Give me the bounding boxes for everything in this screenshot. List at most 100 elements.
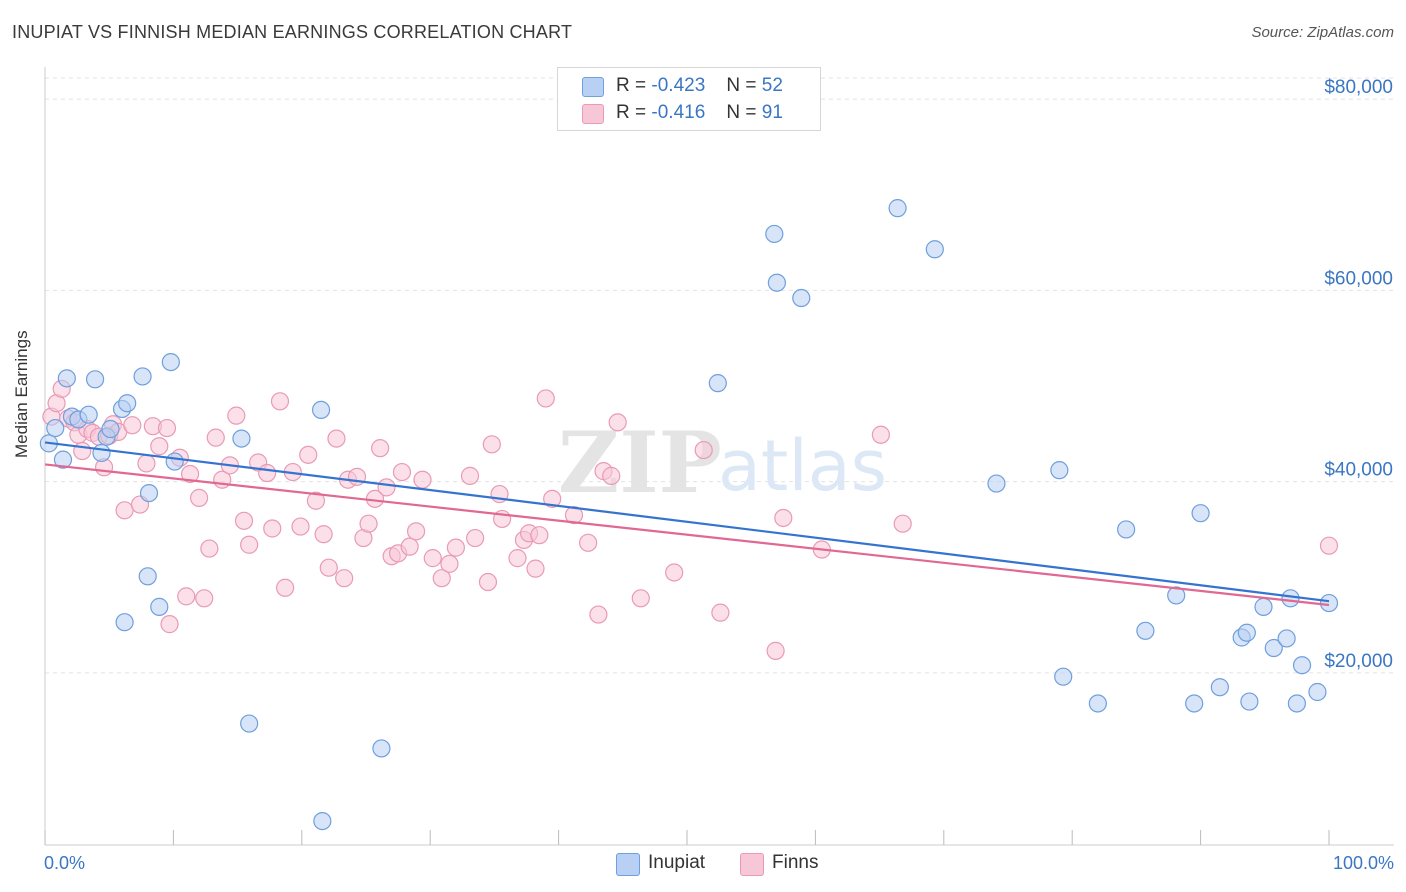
inupiat-point — [1292, 656, 1312, 675]
inupiat-point — [139, 484, 159, 503]
inupiat-point — [85, 370, 105, 389]
finns-point — [377, 478, 396, 497]
finns-point — [177, 587, 196, 606]
finns-swatch — [582, 104, 604, 124]
watermark-atlas: atlas — [718, 425, 887, 507]
inupiat-point — [101, 419, 120, 439]
y-tick-label: $20,000 — [1324, 651, 1393, 672]
finns-point — [432, 569, 451, 588]
finns-point — [180, 464, 200, 484]
inupiat-point — [1319, 593, 1339, 613]
finns-point — [227, 406, 246, 425]
inupiat-point — [57, 369, 76, 388]
inupiat-point — [313, 811, 332, 831]
inupiat-point — [1287, 694, 1307, 713]
inupiat-point — [1240, 692, 1259, 711]
inupiat-point — [53, 450, 73, 469]
finns-point — [530, 526, 549, 545]
finns-point — [543, 489, 562, 508]
finns-point — [508, 549, 527, 568]
finns-point — [871, 425, 890, 444]
finns-point — [482, 435, 501, 454]
finns-point — [579, 533, 598, 552]
finns-point — [406, 522, 426, 541]
watermark-zip: ZIP — [558, 413, 722, 512]
chart-title: INUPIAT VS FINNISH MEDIAN EARNINGS CORRE… — [12, 22, 573, 42]
finns-point — [123, 416, 142, 435]
inupiat-point — [133, 367, 152, 386]
finns-point — [665, 563, 684, 582]
inupiat-point — [1054, 667, 1073, 686]
bottom-legend-inupiat-label: Inupiat — [648, 852, 706, 873]
inupiat-r-label: R = — [616, 75, 647, 96]
finns-point — [460, 466, 480, 485]
finns-point — [711, 603, 730, 622]
inupiat-r-value: -0.423 — [651, 75, 706, 96]
finns-point — [536, 389, 555, 408]
finns-point — [466, 528, 485, 548]
inupiat-point — [118, 394, 137, 413]
finns-point — [291, 517, 310, 536]
finns-point — [694, 440, 713, 460]
finns-point — [314, 525, 333, 544]
finns-point — [195, 589, 214, 608]
finns-point — [157, 418, 177, 438]
finns-point — [359, 514, 378, 533]
inupiat-point — [240, 714, 259, 733]
x-tick-label-min: 0.0% — [44, 853, 85, 873]
x-axis-ticks — [44, 830, 1330, 845]
finns-trend-line — [44, 463, 1330, 607]
inupiat-point — [1210, 678, 1229, 697]
inupiat-point — [987, 474, 1006, 493]
finns-point — [327, 429, 346, 448]
finns-point — [371, 439, 390, 458]
inupiat-point — [1050, 461, 1069, 480]
inupiat-point — [1308, 682, 1327, 702]
inupiat-point — [92, 443, 111, 463]
finns-point — [240, 535, 259, 554]
inupiat-point — [311, 400, 331, 420]
finns-point — [631, 589, 650, 608]
finns-point — [137, 454, 156, 473]
finns-point — [589, 605, 608, 624]
finns-point — [1319, 536, 1339, 555]
inupiat-point — [1136, 621, 1155, 640]
trend-lines — [44, 441, 1330, 607]
bottom-legend-finns-label: Finns — [772, 852, 819, 873]
inupiat-point — [79, 405, 98, 424]
inupiat-point — [765, 224, 784, 244]
finns-point — [608, 413, 627, 432]
inupiat-point — [165, 452, 184, 471]
x-tick-label-max: 100.0% — [1333, 853, 1394, 873]
inupiat-point — [1117, 520, 1136, 539]
finns-point — [200, 539, 219, 558]
finns-point — [206, 428, 225, 447]
inupiat-point — [115, 613, 134, 632]
inupiat-point — [792, 288, 811, 308]
finns-point — [526, 559, 545, 578]
finns-point — [73, 441, 92, 461]
finns-point — [150, 437, 169, 456]
inupiat-point — [708, 374, 727, 393]
finns-point — [234, 511, 254, 530]
inupiat-point — [372, 739, 391, 758]
finns-series — [42, 379, 1339, 660]
inupiat-point — [1264, 638, 1283, 658]
source-label: Source: ZipAtlas.com — [1251, 24, 1394, 41]
finns-point — [263, 519, 282, 538]
inupiat-point — [1185, 694, 1204, 713]
finns-point — [299, 445, 318, 464]
finns-r-value: -0.416 — [651, 102, 706, 123]
finns-point — [319, 558, 338, 577]
finns-point — [189, 488, 209, 507]
correlation-legend: R = -0.423 N = 52 R = -0.416 N = 91 — [557, 67, 821, 131]
inupiat-point — [1088, 694, 1107, 713]
finns-point — [160, 615, 179, 634]
inupiat-point — [1281, 589, 1300, 608]
finns-point — [258, 463, 277, 483]
bottom-legend-finns-swatch — [740, 853, 764, 876]
finns-point — [564, 505, 584, 525]
finns-point — [423, 549, 442, 568]
finns-point — [392, 462, 412, 482]
